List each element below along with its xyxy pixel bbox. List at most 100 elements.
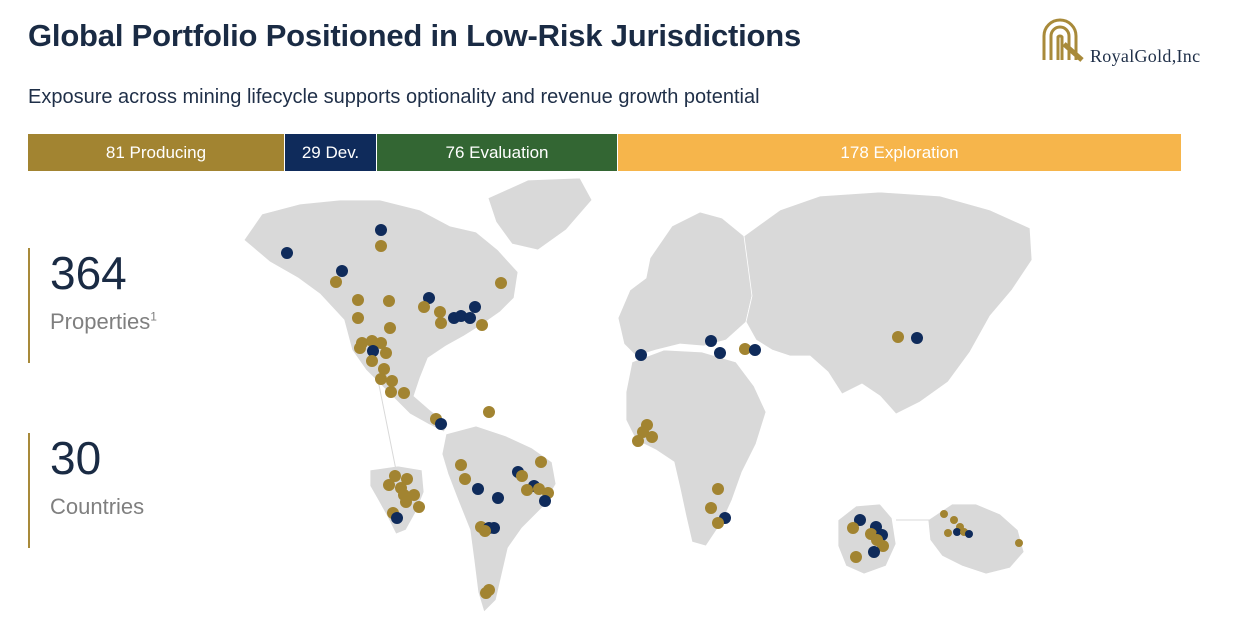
property-marker bbox=[375, 240, 387, 252]
property-marker bbox=[380, 347, 392, 359]
property-marker bbox=[408, 489, 420, 501]
property-marker bbox=[539, 495, 551, 507]
property-marker bbox=[459, 473, 471, 485]
property-marker bbox=[533, 483, 545, 495]
property-marker bbox=[352, 312, 364, 324]
property-marker bbox=[383, 295, 395, 307]
lifecycle-stage-bar: 81 Producing 29 Dev. 76 Evaluation 178 E… bbox=[28, 134, 1181, 171]
property-marker bbox=[1015, 539, 1023, 547]
property-marker bbox=[646, 431, 658, 443]
property-marker bbox=[384, 322, 396, 334]
south-america bbox=[441, 425, 557, 613]
property-marker bbox=[352, 294, 364, 306]
land-masses bbox=[243, 177, 1033, 613]
world-map bbox=[243, 177, 1033, 613]
property-marker bbox=[712, 517, 724, 529]
africa bbox=[625, 349, 767, 547]
property-marker bbox=[423, 292, 435, 304]
property-marker bbox=[378, 363, 390, 375]
property-marker bbox=[495, 277, 507, 289]
royal-gold-arch-icon bbox=[1042, 18, 1084, 62]
property-marker bbox=[944, 529, 952, 537]
property-marker bbox=[386, 375, 398, 387]
property-marker bbox=[391, 512, 403, 524]
property-marker bbox=[383, 479, 395, 491]
property-marker bbox=[940, 510, 948, 518]
properties-stat: 364 Properties1 bbox=[28, 248, 157, 363]
property-marker bbox=[330, 276, 342, 288]
property-marker bbox=[854, 514, 866, 526]
stage-producing: 81 Producing bbox=[28, 134, 285, 171]
footnote-marker: 1 bbox=[150, 309, 157, 324]
property-marker bbox=[398, 387, 410, 399]
property-marker bbox=[965, 530, 973, 538]
property-marker bbox=[400, 496, 412, 508]
property-marker bbox=[535, 456, 547, 468]
property-marker bbox=[435, 418, 447, 430]
property-marker bbox=[354, 342, 366, 354]
property-marker bbox=[739, 343, 751, 355]
countries-stat: 30 Countries bbox=[28, 433, 144, 548]
stage-evaluation: 76 Evaluation bbox=[377, 134, 618, 171]
north-america bbox=[243, 199, 519, 433]
inset-connectors bbox=[377, 379, 930, 521]
europe bbox=[617, 211, 757, 357]
stage-development: 29 Dev. bbox=[285, 134, 377, 171]
greenland bbox=[487, 177, 593, 251]
property-marker bbox=[375, 337, 387, 349]
property-marker bbox=[455, 310, 467, 322]
property-marker bbox=[953, 528, 961, 536]
properties-count: 364 bbox=[50, 247, 127, 299]
property-marker bbox=[385, 386, 397, 398]
property-marker bbox=[375, 224, 387, 236]
property-marker bbox=[847, 522, 859, 534]
property-marker bbox=[950, 516, 958, 524]
property-marker bbox=[635, 349, 647, 361]
property-marker bbox=[469, 301, 481, 313]
property-marker bbox=[749, 344, 761, 356]
property-marker bbox=[435, 317, 447, 329]
property-marker bbox=[483, 406, 495, 418]
property-marker bbox=[281, 247, 293, 259]
property-marker bbox=[521, 484, 533, 496]
property-marker bbox=[413, 501, 425, 513]
stage-exploration: 178 Exploration bbox=[618, 134, 1181, 171]
property-marker bbox=[418, 301, 430, 313]
property-marker bbox=[877, 540, 889, 552]
countries-count: 30 bbox=[50, 432, 102, 484]
property-marker bbox=[434, 306, 446, 318]
properties-label: Properties1 bbox=[50, 308, 157, 334]
property-markers bbox=[281, 224, 1023, 599]
western-australia-inset bbox=[837, 503, 897, 575]
property-marker bbox=[389, 470, 401, 482]
page-subtitle: Exposure across mining lifecycle support… bbox=[28, 86, 760, 108]
property-marker bbox=[637, 426, 649, 438]
property-marker bbox=[632, 435, 644, 447]
property-marker bbox=[476, 319, 488, 331]
property-marker bbox=[455, 459, 467, 471]
property-marker bbox=[911, 332, 923, 344]
company-logo: RoyalGold,Inc bbox=[1038, 14, 1238, 70]
property-marker bbox=[480, 587, 492, 599]
property-marker bbox=[336, 265, 348, 277]
property-marker bbox=[492, 492, 504, 504]
property-marker bbox=[366, 335, 378, 347]
property-marker bbox=[892, 331, 904, 343]
property-marker bbox=[367, 345, 379, 357]
property-marker bbox=[712, 483, 724, 495]
countries-label: Countries bbox=[50, 493, 145, 519]
logo-wordmark: RoyalGold,Inc bbox=[1090, 46, 1201, 66]
property-marker bbox=[401, 473, 413, 485]
property-marker bbox=[464, 312, 476, 324]
property-marker bbox=[714, 347, 726, 359]
property-marker bbox=[375, 373, 387, 385]
property-marker bbox=[516, 470, 528, 482]
property-marker bbox=[705, 502, 717, 514]
asia bbox=[743, 191, 1033, 415]
property-marker bbox=[850, 551, 862, 563]
property-marker bbox=[868, 546, 880, 558]
property-marker bbox=[705, 335, 717, 347]
page-title: Global Portfolio Positioned in Low-Risk … bbox=[28, 18, 802, 53]
property-marker bbox=[366, 355, 378, 367]
property-marker bbox=[472, 483, 484, 495]
